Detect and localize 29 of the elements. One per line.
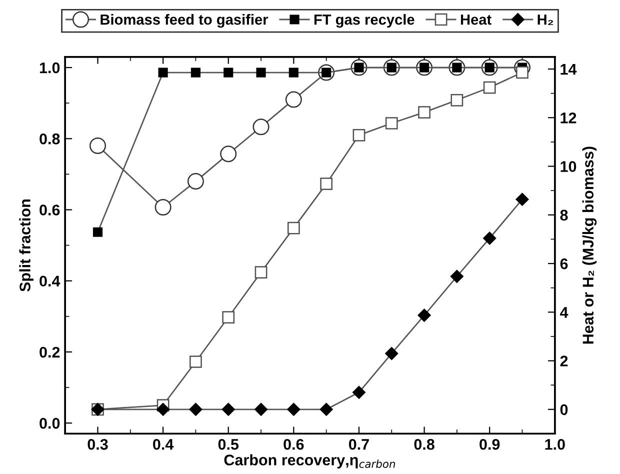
x-tick-label: 0.9 xyxy=(480,438,500,450)
y2-tick-label: 14 xyxy=(560,64,577,75)
y-tick-label: 0.4 xyxy=(40,276,60,287)
x-tick-label: 0.6 xyxy=(284,438,304,450)
y2-tick-label: 2 xyxy=(560,356,568,366)
x-axis-title: Carbon recovery,η$_{carbon}$ xyxy=(224,454,396,468)
x-tick-label: 1.0 xyxy=(545,438,565,450)
legend-label: FT gas recycle xyxy=(314,14,414,28)
y2-tick-label: 10 xyxy=(560,161,576,172)
x-tick-label: 0.5 xyxy=(218,438,239,450)
y-tick-label: 1.0 xyxy=(40,62,60,74)
y-tick-label: 0.8 xyxy=(40,134,60,144)
y-tick-label: 0.0 xyxy=(40,418,60,429)
y-tick-label: 0.6 xyxy=(40,204,60,216)
y2-tick-label: 12 xyxy=(560,112,576,124)
y2-axis-title: Heat or H₂ (MJ/kg biomass) xyxy=(582,146,597,344)
y2-tick-label: 6 xyxy=(560,258,568,270)
x-tick-label: 0.4 xyxy=(153,438,174,450)
y-axis-title: Split fraction xyxy=(19,200,34,292)
y2-tick-label: 0 xyxy=(560,404,568,416)
x-tick-label: 0.7 xyxy=(348,438,369,450)
legend-label: Biomass feed to gasifier xyxy=(100,14,268,28)
legend-label: H₂ xyxy=(538,14,554,26)
y2-tick-label: 4 xyxy=(560,307,568,318)
legend-label: Heat xyxy=(460,14,492,25)
y-tick-label: 0.2 xyxy=(40,346,60,358)
y2-tick-label: 8 xyxy=(560,210,568,221)
x-tick-label: 0.8 xyxy=(414,438,434,450)
x-tick-label: 0.3 xyxy=(88,438,108,450)
